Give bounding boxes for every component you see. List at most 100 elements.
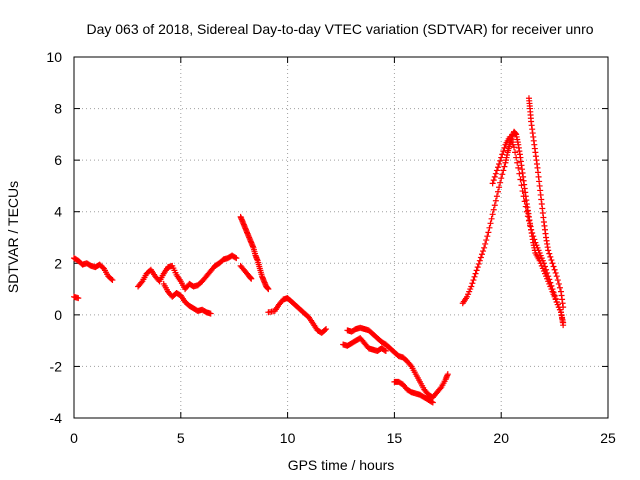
data-point	[497, 157, 504, 164]
data-point	[480, 248, 487, 255]
data-point	[501, 144, 508, 151]
data-point	[323, 326, 330, 333]
data-point	[524, 213, 531, 220]
data-point	[248, 275, 255, 282]
data-point	[471, 273, 478, 280]
data-point	[494, 188, 501, 195]
data-point	[493, 167, 500, 174]
series-seg13	[525, 95, 567, 311]
data-point	[522, 203, 529, 210]
series-seg1	[71, 293, 82, 302]
data-point	[492, 170, 499, 177]
y-tick-label: 4	[54, 204, 62, 220]
data-point	[489, 211, 496, 218]
data-point	[499, 171, 506, 178]
data-point	[545, 247, 552, 254]
x-tick-label: 25	[600, 430, 616, 446]
data-point	[207, 310, 214, 317]
data-point	[530, 233, 537, 240]
data-point	[555, 280, 562, 287]
data-point	[109, 277, 116, 284]
series-seg6	[237, 262, 255, 282]
y-tick-label: 6	[54, 152, 62, 168]
data-point	[516, 170, 523, 177]
data-point	[470, 277, 477, 284]
data-point	[548, 282, 555, 289]
series-seg10	[391, 378, 436, 406]
data-point	[321, 327, 328, 334]
data-point	[517, 176, 524, 183]
series-seg11	[459, 128, 567, 326]
series-seg3	[135, 252, 240, 293]
data-point	[560, 304, 567, 311]
data-point	[496, 184, 503, 191]
data-point	[550, 289, 557, 296]
data-point	[549, 286, 556, 293]
data-point	[483, 237, 490, 244]
data-point	[381, 347, 388, 354]
data-point	[528, 226, 535, 233]
x-tick-label: 10	[280, 430, 296, 446]
series-seg4	[160, 280, 214, 317]
series-seg5	[237, 213, 272, 293]
data-point	[521, 198, 528, 205]
data-point	[472, 270, 479, 277]
data-point	[478, 251, 485, 258]
data-point	[543, 266, 550, 273]
y-tick-label: 0	[54, 307, 62, 323]
y-tick-label: -4	[50, 410, 63, 426]
data-point	[475, 260, 482, 267]
data-point	[498, 154, 505, 161]
data-point	[551, 266, 558, 273]
data-point	[491, 173, 498, 180]
data-point	[540, 260, 547, 267]
data-point	[512, 149, 519, 156]
y-tick-label: 2	[54, 255, 62, 271]
data-point	[554, 277, 561, 284]
data-point	[428, 398, 435, 405]
data-point	[491, 202, 498, 209]
data-point	[547, 279, 554, 286]
data-point	[497, 179, 504, 186]
data-point	[523, 208, 530, 215]
data-point	[474, 264, 481, 271]
data-point	[550, 263, 557, 270]
data-point	[500, 148, 507, 155]
y-tick-label: 10	[46, 49, 62, 65]
data-point	[529, 229, 536, 236]
y-tick-labels: -4 -2 0 2 4 6 8 10	[46, 49, 62, 426]
data-point	[527, 222, 534, 229]
y-tick-label: 8	[54, 101, 62, 117]
data-point	[501, 163, 508, 170]
data-point	[437, 385, 444, 392]
data-point	[482, 240, 489, 247]
data-point	[544, 269, 551, 276]
data-point	[490, 206, 497, 213]
data-point	[546, 276, 553, 283]
y-axis-label: SDTVAR / TECUs	[5, 181, 21, 293]
data-point	[498, 175, 505, 182]
data-point	[232, 254, 239, 261]
data-point	[493, 193, 500, 200]
data-point	[500, 167, 507, 174]
data-point	[487, 220, 494, 227]
data-point	[265, 286, 272, 293]
series-seg8	[340, 335, 389, 354]
data-point	[556, 284, 563, 291]
data-point	[549, 260, 556, 267]
data-point	[560, 322, 567, 329]
data-point	[490, 177, 497, 184]
data-point	[75, 295, 82, 302]
series-seg2	[71, 255, 116, 284]
data-point	[444, 371, 451, 378]
data-point	[494, 164, 501, 171]
plot-frame	[73, 56, 609, 419]
data-point	[233, 255, 240, 262]
grid	[74, 57, 608, 418]
data-point	[546, 250, 553, 257]
data-point	[407, 362, 414, 369]
data-point	[525, 217, 532, 224]
data-point	[553, 273, 560, 280]
data-point	[548, 257, 555, 264]
